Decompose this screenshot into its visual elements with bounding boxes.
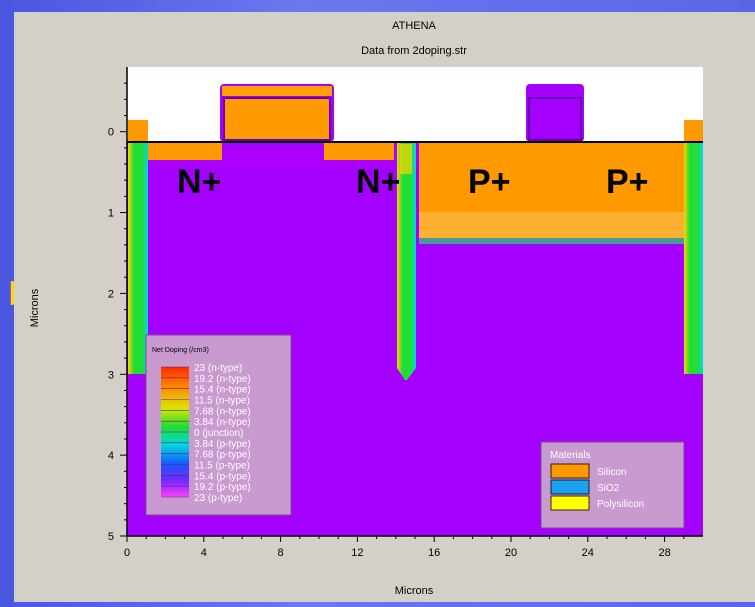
gate-2-poly — [528, 97, 582, 141]
gate-1-top — [222, 86, 332, 96]
colorbar-label: 3.84 (n-type) — [194, 417, 251, 428]
colorbar-label: 23 (n-type) — [194, 363, 242, 374]
x-tick-label: 8 — [278, 547, 284, 559]
middle-trench — [397, 142, 416, 380]
y-tick-label: 5 — [108, 531, 114, 543]
y-tick-label: 1 — [108, 208, 114, 220]
annotation-p-plus-1: P+ — [468, 163, 511, 201]
colorbar-label: 15.4 (n-type) — [194, 385, 251, 396]
right-cap — [684, 120, 703, 142]
annotation-p-plus-2: P+ — [606, 163, 649, 201]
left-cap — [128, 120, 148, 142]
x-tick-label: 16 — [428, 547, 440, 559]
colorbar-label: 3.84 (p-type) — [194, 439, 251, 450]
middle-trench-top — [400, 144, 412, 174]
well-junction — [419, 238, 684, 244]
colorbar-label: 0 (junction) — [194, 428, 243, 439]
n-plus-1 — [148, 142, 222, 160]
n-plus-2 — [324, 142, 394, 160]
material-label: Polysilicon — [597, 499, 644, 510]
y-tick-label: 4 — [108, 450, 114, 462]
colorbar-label: 23 (p-type) — [194, 493, 242, 504]
chart-title: ATHENA — [392, 20, 436, 32]
y-tick-label: 0 — [108, 127, 114, 139]
x-ticks: 0 4 8 12 16 20 24 28 — [124, 536, 685, 559]
doping-legend-title: Net Doping (/cm3) — [152, 347, 209, 354]
materials-title: Materials — [550, 450, 591, 461]
right-trench — [684, 142, 703, 374]
x-tick-label: 20 — [505, 547, 517, 559]
material-label: Silicon — [597, 467, 626, 478]
x-tick-label: 28 — [658, 547, 670, 559]
colorbar-label: 7.68 (p-type) — [194, 450, 251, 461]
y-ticks: 0 1 2 3 4 5 — [108, 82, 127, 543]
annotation-n-plus-1: N+ — [177, 163, 221, 201]
annotation-n-plus-2: N+ — [356, 163, 400, 201]
left-trench — [128, 142, 148, 374]
chart-subtitle: Data from 2doping.str — [361, 45, 467, 57]
well-bottom-band — [419, 212, 684, 238]
x-tick-label: 24 — [582, 547, 594, 559]
x-axis-label: Microns — [395, 585, 434, 597]
y-axis-label: Microns — [29, 288, 41, 327]
material-swatch — [550, 495, 590, 511]
colorbar-label: 11.5 (n-type) — [194, 396, 250, 407]
colorbar-label: 19.2 (n-type) — [194, 374, 251, 385]
material-swatch — [550, 463, 590, 479]
material-label: SiO2 — [597, 483, 620, 494]
x-tick-label: 4 — [201, 547, 207, 559]
material-swatch — [550, 479, 590, 495]
y-tick-label: 2 — [108, 288, 114, 300]
x-tick-label: 0 — [124, 547, 130, 559]
y-tick-label: 3 — [108, 369, 114, 381]
materials-legend: Materials Silicon SiO2 Polysilicon — [540, 441, 685, 529]
gate-1-poly — [223, 97, 331, 141]
colorbar-label: 15.4 (p-type) — [194, 471, 251, 482]
colorbar-label: 19.2 (p-type) — [194, 482, 251, 493]
colorbar-label: 11.5 (p-type) — [194, 461, 250, 472]
doping-legend: Net Doping (/cm3) 23 (n-type)19.2 (n-typ… — [145, 334, 292, 516]
colorbar-label: 7.68 (n-type) — [194, 406, 251, 417]
x-tick-label: 12 — [351, 547, 363, 559]
